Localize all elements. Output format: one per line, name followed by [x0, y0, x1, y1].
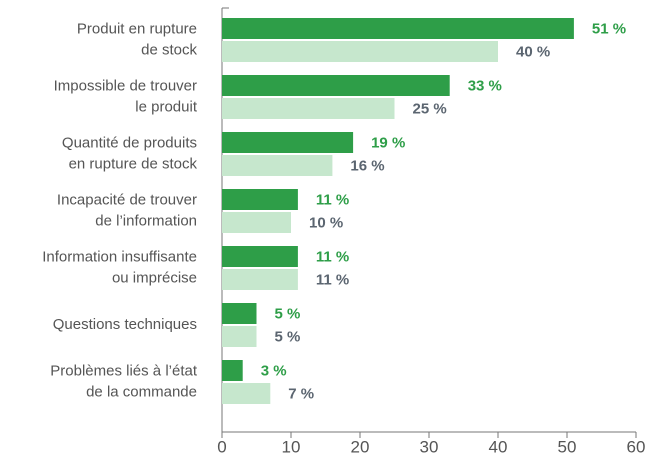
bar	[222, 155, 333, 176]
bar	[222, 326, 257, 347]
bar	[222, 269, 298, 290]
bar	[222, 303, 257, 324]
value-label: 25 %	[413, 100, 447, 117]
x-tick-label: 30	[420, 437, 439, 456]
category-label: Questions techniques	[53, 316, 197, 333]
value-label: 19 %	[371, 134, 405, 151]
category-label: ou imprécise	[112, 269, 197, 286]
category-label: Problèmes liés à l’état	[50, 362, 198, 379]
bar	[222, 246, 298, 267]
value-label: 16 %	[350, 157, 384, 174]
category-label: Quantité de produits	[62, 134, 197, 151]
x-tick-label: 60	[627, 437, 646, 456]
category-label: de l’information	[95, 212, 197, 229]
bar	[222, 383, 271, 404]
value-label: 3 %	[261, 362, 287, 379]
value-label: 10 %	[309, 214, 343, 231]
category-label: le produit	[135, 98, 198, 115]
category-label: Produit en rupture	[77, 20, 197, 37]
bar	[222, 132, 354, 153]
bar	[222, 212, 291, 233]
category-label: Impossible de trouver	[54, 77, 197, 94]
bar	[222, 98, 395, 119]
category-label: en rupture de stock	[69, 155, 198, 172]
x-tick-label: 40	[489, 437, 508, 456]
value-label: 5 %	[275, 328, 301, 345]
bar	[222, 189, 298, 210]
category-label: Information insuffisante	[42, 248, 197, 265]
x-tick-label: 10	[282, 437, 301, 456]
x-tick-label: 0	[217, 437, 226, 456]
x-tick-label: 20	[351, 437, 370, 456]
category-label: de stock	[141, 41, 197, 58]
category-label: de la commande	[86, 383, 197, 400]
value-label: 11 %	[316, 191, 349, 208]
value-label: 11 %	[316, 248, 349, 265]
bar	[222, 75, 450, 96]
value-label: 33 %	[468, 77, 502, 94]
bar	[222, 18, 574, 39]
value-label: 40 %	[516, 43, 550, 60]
category-label: Incapacité de trouver	[57, 191, 197, 208]
x-tick-label: 50	[558, 437, 577, 456]
value-label: 7 %	[288, 385, 314, 402]
value-label: 51 %	[592, 20, 626, 37]
bar	[222, 41, 498, 62]
value-label: 5 %	[275, 305, 301, 322]
value-label: 11 %	[316, 271, 349, 288]
bar	[222, 360, 243, 381]
